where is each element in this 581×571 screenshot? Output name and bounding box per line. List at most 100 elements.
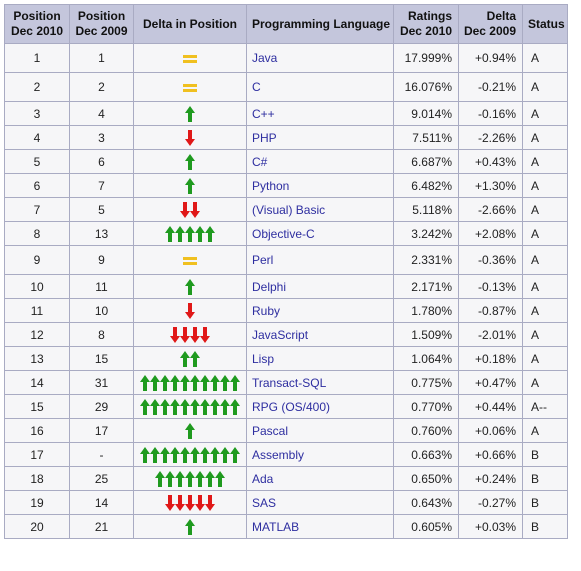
- language-link[interactable]: RPG (OS/400): [247, 395, 393, 418]
- delta-position-cell: [134, 467, 246, 490]
- arrow-up-icon: [160, 374, 170, 391]
- position-2010-cell: 6: [5, 174, 69, 197]
- language-link[interactable]: MATLAB: [247, 515, 393, 538]
- position-2009-cell: 2: [70, 73, 133, 101]
- delta-cell: +0.06%: [459, 419, 522, 442]
- arrow-up-icon: [180, 350, 190, 367]
- table-body: 1 1 Java 17.999% +0.94% A 2 2 C 16.076% -0.21% A 3 4 C…: [5, 44, 567, 538]
- arrow-down-icon: [185, 302, 195, 319]
- position-2010-cell: 10: [5, 275, 69, 298]
- language-link[interactable]: Objective-C: [247, 222, 393, 245]
- arrow-up-icon: [185, 278, 195, 295]
- arrow-up-icon: [205, 470, 215, 487]
- position-2009-cell: 29: [70, 395, 133, 418]
- header-position-dec-2009[interactable]: Position Dec 2009: [70, 5, 133, 43]
- language-link[interactable]: Lisp: [247, 347, 393, 370]
- header-position-dec-2010[interactable]: Position Dec 2010: [5, 5, 69, 43]
- language-link[interactable]: Transact-SQL: [247, 371, 393, 394]
- table-row: 8 13 Objective-C 3.242% +2.08% A: [5, 222, 567, 245]
- table-row: 16 17 Pascal 0.760% +0.06% A: [5, 419, 567, 442]
- language-link[interactable]: Delphi: [247, 275, 393, 298]
- table-row: 11 10 Ruby 1.780% -0.87% A: [5, 299, 567, 322]
- arrow-up-icon: [160, 398, 170, 415]
- header-text: Dec 2010: [10, 24, 64, 38]
- arrow-up-icon: [170, 374, 180, 391]
- arrow-up-icon: [220, 398, 230, 415]
- rating-cell: 0.605%: [394, 515, 458, 538]
- arrow-up-icon: [185, 153, 195, 170]
- equal-icon: [183, 83, 197, 92]
- arrow-up-icon: [220, 446, 230, 463]
- header-row: Position Dec 2010 Position Dec 2009 Delt…: [5, 5, 567, 43]
- position-change-icons: [165, 494, 215, 511]
- language-link[interactable]: C: [247, 73, 393, 101]
- arrow-up-icon: [195, 225, 205, 242]
- status-cell: A: [523, 73, 567, 101]
- arrow-down-icon: [200, 326, 210, 343]
- header-programming-language[interactable]: Programming Language: [247, 5, 393, 43]
- arrow-up-icon: [140, 446, 150, 463]
- position-2009-cell: -: [70, 443, 133, 466]
- arrow-up-icon: [230, 398, 240, 415]
- position-change-icons: [182, 256, 198, 266]
- delta-cell: -0.21%: [459, 73, 522, 101]
- arrow-up-icon: [175, 470, 185, 487]
- arrow-up-icon: [230, 446, 240, 463]
- language-link[interactable]: C#: [247, 150, 393, 173]
- header-ratings-dec-2010[interactable]: Ratings Dec 2010: [394, 5, 458, 43]
- delta-cell: +2.08%: [459, 222, 522, 245]
- arrow-down-icon: [185, 129, 195, 146]
- language-link[interactable]: Ada: [247, 467, 393, 490]
- delta-position-cell: [134, 150, 246, 173]
- position-2009-cell: 4: [70, 102, 133, 125]
- language-link[interactable]: Ruby: [247, 299, 393, 322]
- arrow-up-icon: [185, 422, 195, 439]
- language-link[interactable]: Assembly: [247, 443, 393, 466]
- position-2009-cell: 6: [70, 150, 133, 173]
- arrow-up-icon: [190, 398, 200, 415]
- table-row: 17- Assembly 0.663% +0.66% B: [5, 443, 567, 466]
- rating-cell: 0.643%: [394, 491, 458, 514]
- position-2010-cell: 20: [5, 515, 69, 538]
- language-link[interactable]: Python: [247, 174, 393, 197]
- delta-position-cell: [134, 73, 246, 101]
- header-delta-in-position[interactable]: Delta in Position: [134, 5, 246, 43]
- delta-position-cell: [134, 371, 246, 394]
- table-row: 14 31 Transact-SQL 0.775% +0.47% A: [5, 371, 567, 394]
- language-link[interactable]: Perl: [247, 246, 393, 274]
- language-link[interactable]: PHP: [247, 126, 393, 149]
- position-2009-cell: 3: [70, 126, 133, 149]
- language-link[interactable]: Java: [247, 44, 393, 72]
- arrow-up-icon: [185, 177, 195, 194]
- position-change-icons: [185, 278, 195, 295]
- status-cell: A: [523, 347, 567, 370]
- position-change-icons: [185, 153, 195, 170]
- header-delta-dec-2009[interactable]: Delta Dec 2009: [459, 5, 522, 43]
- position-2009-cell: 17: [70, 419, 133, 442]
- delta-position-cell: [134, 443, 246, 466]
- position-2010-cell: 11: [5, 299, 69, 322]
- header-text: Delta: [486, 9, 516, 23]
- position-2010-cell: 8: [5, 222, 69, 245]
- header-status[interactable]: Status: [523, 5, 567, 43]
- arrow-up-icon: [190, 350, 200, 367]
- position-2009-cell: 8: [70, 323, 133, 346]
- language-link[interactable]: Pascal: [247, 419, 393, 442]
- position-change-icons: [140, 398, 240, 415]
- arrow-up-icon: [190, 374, 200, 391]
- arrow-down-icon: [205, 494, 215, 511]
- language-link[interactable]: C++: [247, 102, 393, 125]
- language-link[interactable]: SAS: [247, 491, 393, 514]
- arrow-down-icon: [195, 494, 205, 511]
- arrow-up-icon: [210, 446, 220, 463]
- language-link[interactable]: JavaScript: [247, 323, 393, 346]
- delta-position-cell: [134, 395, 246, 418]
- position-change-icons: [185, 177, 195, 194]
- header-text: Position: [77, 9, 126, 23]
- arrow-up-icon: [220, 374, 230, 391]
- position-change-icons: [140, 446, 240, 463]
- delta-position-cell: [134, 198, 246, 221]
- position-2010-cell: 4: [5, 126, 69, 149]
- language-link[interactable]: (Visual) Basic: [247, 198, 393, 221]
- status-cell: B: [523, 467, 567, 490]
